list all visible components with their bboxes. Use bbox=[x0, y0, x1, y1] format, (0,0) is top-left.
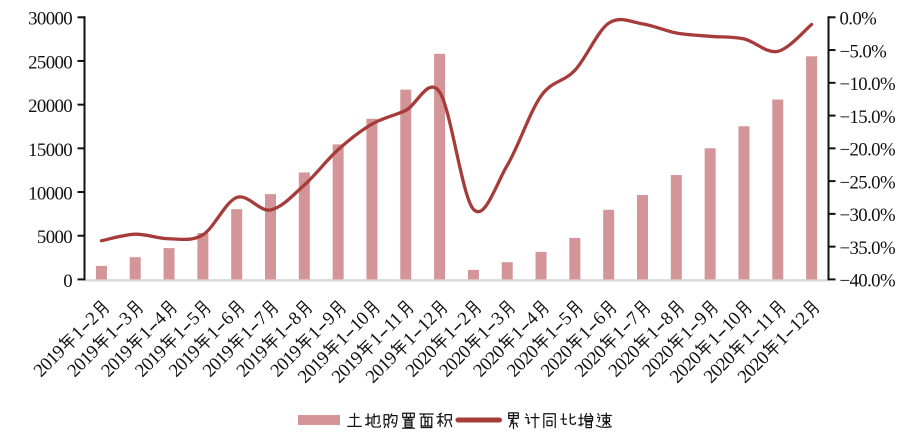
svg-text:−35.0%: −35.0% bbox=[840, 238, 896, 259]
svg-text:−25.0%: −25.0% bbox=[840, 172, 896, 193]
svg-text:0: 0 bbox=[63, 271, 72, 292]
svg-text:−40.0%: −40.0% bbox=[840, 271, 896, 292]
svg-text:25000: 25000 bbox=[28, 52, 72, 73]
svg-text:20000: 20000 bbox=[28, 96, 72, 117]
svg-text:0.0%: 0.0% bbox=[840, 9, 877, 30]
svg-text:−5.0%: −5.0% bbox=[840, 41, 887, 62]
svg-text:10000: 10000 bbox=[28, 183, 72, 204]
svg-text:30000: 30000 bbox=[28, 9, 72, 30]
svg-text:−30.0%: −30.0% bbox=[840, 205, 896, 226]
svg-text:−20.0%: −20.0% bbox=[840, 140, 896, 161]
svg-text:−10.0%: −10.0% bbox=[840, 74, 896, 95]
svg-text:5000: 5000 bbox=[37, 227, 72, 248]
svg-text:−15.0%: −15.0% bbox=[840, 107, 896, 128]
svg-text:15000: 15000 bbox=[28, 140, 72, 161]
